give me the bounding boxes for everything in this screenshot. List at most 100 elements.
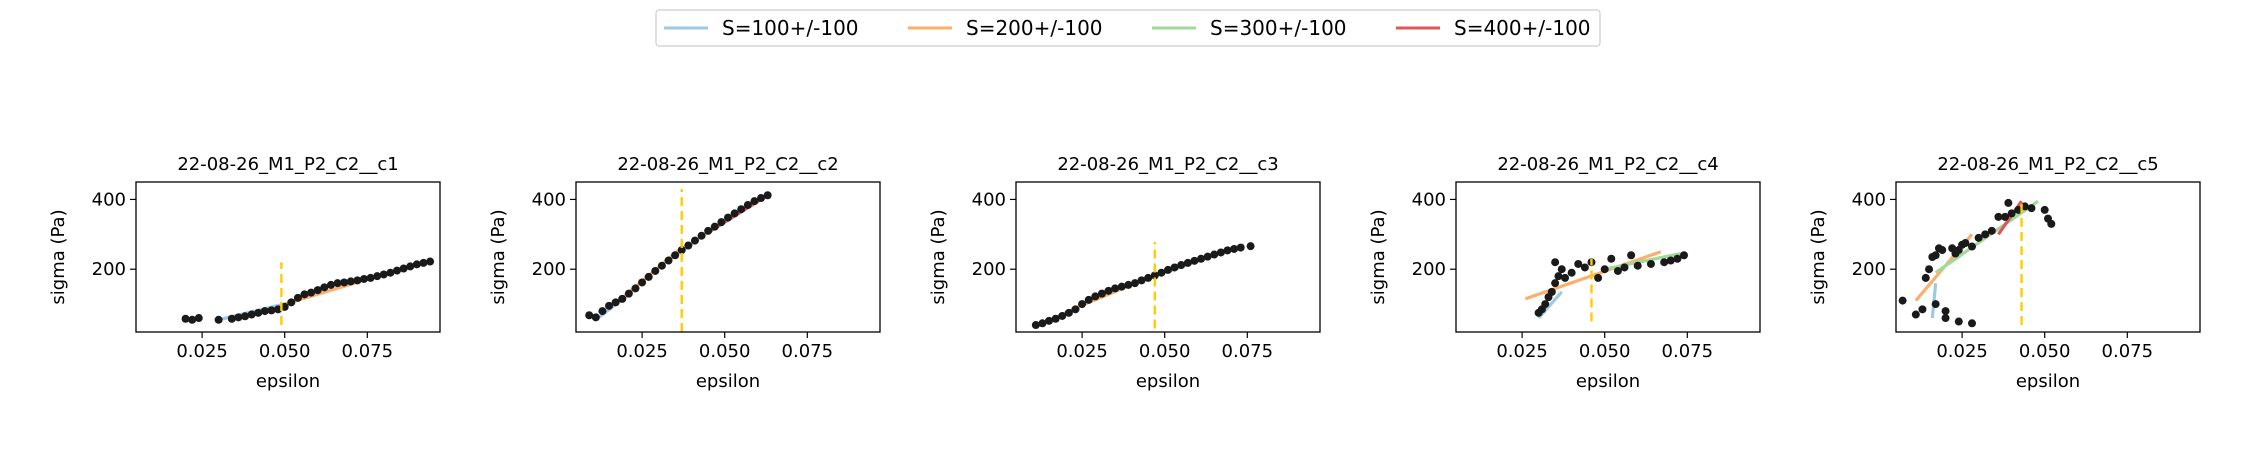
legend-entry: S=200+/-100 bbox=[908, 16, 1103, 40]
axes-frame bbox=[575, 181, 881, 333]
legend-box: S=100+/-100 S=200+/-100 S=300+/-100 S=400+/… bbox=[655, 9, 1601, 47]
data-point bbox=[426, 257, 435, 266]
data-point bbox=[1183, 258, 1192, 267]
x-tick-label: 0.050 bbox=[1139, 341, 1191, 362]
data-point bbox=[737, 205, 746, 214]
data-point bbox=[346, 277, 355, 286]
data-point bbox=[1144, 273, 1153, 282]
data-point bbox=[214, 315, 223, 324]
subplot: 22-08-26_M1_P2_C2__c3 0.025 0.050 0.075 200 4… bbox=[928, 154, 1321, 392]
data-point bbox=[1898, 296, 1907, 305]
data-point bbox=[591, 313, 600, 322]
data-point bbox=[406, 262, 415, 271]
data-point bbox=[1038, 319, 1047, 328]
x-tick-label: 0.075 bbox=[1222, 341, 1274, 362]
data-point bbox=[293, 293, 302, 302]
axes-frame bbox=[1455, 181, 1761, 333]
legend-label: S=200+/-100 bbox=[966, 16, 1103, 40]
data-point bbox=[1124, 280, 1133, 289]
data-point bbox=[2004, 198, 2013, 207]
plot-area bbox=[1898, 198, 2056, 328]
y-axis-label: sigma (Pa) bbox=[928, 209, 949, 304]
data-point bbox=[1620, 263, 1629, 272]
x-tick-label: 0.050 bbox=[2019, 341, 2071, 362]
y-tick-label: 200 bbox=[1412, 259, 1446, 280]
data-point bbox=[1941, 314, 1950, 323]
y-axis-label: sigma (Pa) bbox=[488, 209, 509, 304]
data-point bbox=[1547, 287, 1556, 296]
data-point bbox=[254, 308, 263, 317]
data-point bbox=[1961, 239, 1970, 248]
subplot-title: 22-08-26_M1_P2_C2__c3 bbox=[1057, 154, 1278, 175]
x-axis-label: epsilon bbox=[1136, 371, 1200, 392]
data-point bbox=[1045, 316, 1054, 325]
data-point bbox=[1150, 271, 1159, 280]
data-point bbox=[624, 289, 633, 298]
data-point bbox=[1931, 300, 1940, 309]
axes-frame bbox=[1015, 181, 1321, 333]
subplot-title: 22-08-26_M1_P2_C2__c5 bbox=[1937, 154, 2158, 175]
data-point bbox=[1170, 263, 1179, 272]
data-point bbox=[1117, 282, 1126, 291]
data-point bbox=[419, 258, 428, 267]
data-point bbox=[1680, 251, 1688, 260]
data-point bbox=[730, 209, 739, 218]
x-axis-label: epsilon bbox=[2016, 371, 2080, 392]
fit-line-s3 bbox=[1604, 251, 1682, 271]
x-tick-label: 0.075 bbox=[782, 341, 834, 362]
data-point bbox=[1673, 254, 1682, 263]
data-point bbox=[1918, 305, 1927, 314]
subplot-title: 22-08-26_M1_P2_C2__c1 bbox=[177, 154, 398, 175]
plot-area bbox=[1031, 242, 1255, 330]
subplot-title: 22-08-26_M1_P2_C2__c2 bbox=[617, 154, 838, 175]
data-point bbox=[671, 251, 680, 260]
data-point bbox=[326, 280, 335, 289]
data-point bbox=[1051, 314, 1060, 323]
data-point bbox=[1111, 284, 1120, 293]
subplot-grid: 22-08-26_M1_P2_C2__c1 0.025 0.050 0.075 200 4… bbox=[48, 154, 2201, 392]
y-tick-label: 200 bbox=[92, 259, 126, 280]
data-point bbox=[697, 231, 706, 240]
data-point bbox=[1557, 265, 1566, 274]
data-point bbox=[307, 288, 316, 297]
data-point bbox=[1246, 242, 1255, 251]
data-point bbox=[1197, 254, 1206, 263]
data-point bbox=[1190, 256, 1199, 265]
data-point bbox=[605, 301, 614, 310]
x-tick-label: 0.025 bbox=[176, 341, 228, 362]
data-point bbox=[750, 197, 759, 206]
plot-area bbox=[585, 188, 772, 332]
data-point bbox=[1574, 259, 1583, 268]
data-point bbox=[1104, 286, 1113, 295]
x-tick-label: 0.025 bbox=[1056, 341, 1108, 362]
data-point bbox=[1230, 244, 1239, 253]
data-point bbox=[1541, 300, 1550, 309]
x-axis-label: epsilon bbox=[1576, 371, 1640, 392]
data-point bbox=[1594, 273, 1603, 282]
x-tick-label: 0.025 bbox=[616, 341, 668, 362]
data-point bbox=[664, 256, 673, 265]
data-point bbox=[1223, 246, 1232, 255]
subplot: 22-08-26_M1_P2_C2__c2 0.025 0.050 0.075 200 4… bbox=[488, 154, 881, 392]
legend-entry: S=100+/-100 bbox=[664, 16, 859, 40]
y-tick-label: 400 bbox=[532, 189, 566, 210]
data-point bbox=[1931, 251, 1940, 260]
data-point bbox=[1130, 279, 1139, 288]
plot-area bbox=[181, 257, 435, 326]
data-point bbox=[717, 218, 726, 227]
data-point bbox=[1177, 261, 1186, 270]
data-point bbox=[2007, 209, 2016, 218]
data-point bbox=[644, 272, 653, 281]
data-point bbox=[267, 306, 276, 315]
data-point bbox=[1954, 317, 1963, 326]
data-point bbox=[657, 261, 666, 270]
data-point bbox=[1203, 252, 1212, 261]
data-point bbox=[704, 226, 713, 235]
data-point bbox=[1921, 273, 1930, 282]
data-point bbox=[1567, 268, 1576, 277]
data-point bbox=[677, 246, 686, 255]
data-point bbox=[1660, 258, 1669, 267]
data-point bbox=[188, 315, 197, 324]
